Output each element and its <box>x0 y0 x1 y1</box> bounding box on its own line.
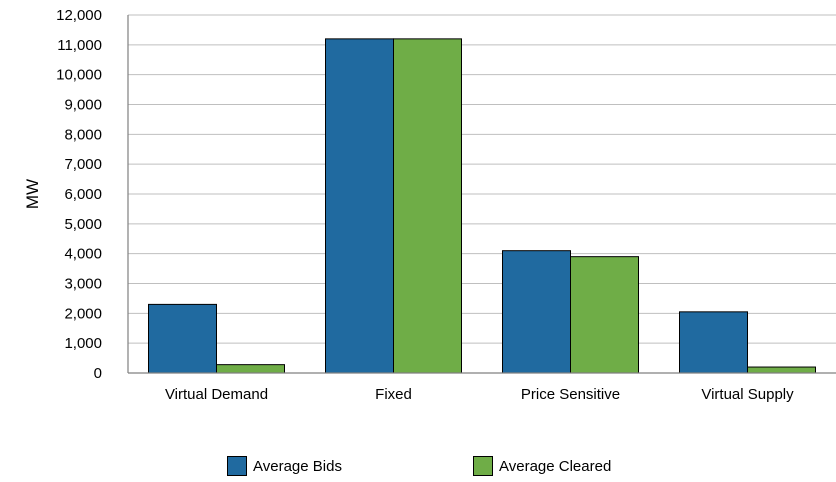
x-axis-categories: Virtual Demand Fixed Price Sensitive Virtua… <box>165 386 794 403</box>
bar-average-cleared-fixed <box>393 38 462 374</box>
bar-average-bids-fixed <box>325 38 394 374</box>
y-tick-label: 1,000 <box>64 335 102 352</box>
y-axis-label: MW <box>23 179 42 209</box>
x-category-label: Price Sensitive <box>521 386 620 403</box>
bar-chart: 0 1,000 2,000 3,000 4,000 5,000 6,000 7,000 8,00… <box>23 7 836 403</box>
y-tick-label: 12,000 <box>56 7 102 24</box>
bar-average-cleared-virtual-supply <box>747 366 816 374</box>
bar-average-bids-virtual-demand <box>148 303 217 374</box>
y-tick-label: 9,000 <box>64 97 102 114</box>
y-tick-label: 5,000 <box>64 216 102 233</box>
x-category-label: Virtual Supply <box>701 386 794 403</box>
y-tick-label: 10,000 <box>56 67 102 84</box>
y-tick-label: 3,000 <box>64 276 102 293</box>
y-tick-label: 8,000 <box>64 126 102 143</box>
bar-average-bids-virtual-supply <box>679 311 748 374</box>
bar-average-bids-price-sensitive <box>502 250 571 374</box>
bars <box>148 38 816 374</box>
y-axis-ticks: 0 1,000 2,000 3,000 4,000 5,000 6,000 7,000 8,00… <box>56 7 102 382</box>
legend-item-average-bids: Average Bids <box>227 456 342 476</box>
legend-label-average-bids: Average Bids <box>253 457 342 475</box>
x-category-label: Virtual Demand <box>165 386 268 403</box>
legend: Average Bids Average Cleared <box>0 456 836 480</box>
gridlines <box>128 14 836 344</box>
x-category-label: Fixed <box>375 386 412 403</box>
y-tick-label: 0 <box>94 365 102 382</box>
legend-swatch-average-bids <box>227 456 247 476</box>
legend-item-average-cleared: Average Cleared <box>473 456 611 476</box>
bar-average-cleared-virtual-demand <box>216 364 285 374</box>
bar-average-cleared-price-sensitive <box>570 256 639 374</box>
y-tick-label: 2,000 <box>64 305 102 322</box>
legend-label-average-cleared: Average Cleared <box>499 457 612 475</box>
y-tick-label: 6,000 <box>64 186 102 203</box>
legend-swatch-average-cleared <box>473 456 493 476</box>
y-tick-label: 7,000 <box>64 156 102 173</box>
y-tick-label: 4,000 <box>64 246 102 263</box>
y-tick-label: 11,000 <box>57 37 102 54</box>
